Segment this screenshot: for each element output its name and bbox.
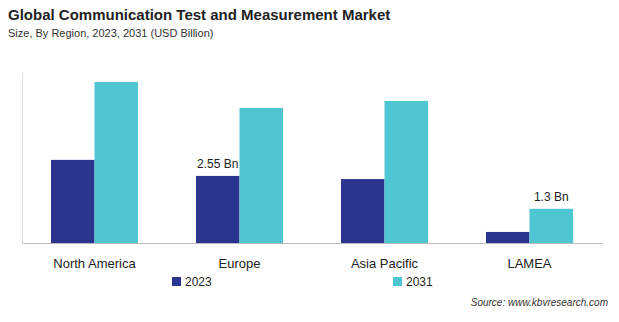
bar bbox=[341, 179, 385, 243]
chart: Global Communication Test and Measuremen… bbox=[0, 0, 619, 322]
bar bbox=[385, 101, 429, 243]
data-label: 1.3 Bn bbox=[534, 190, 569, 204]
y-axis bbox=[22, 73, 23, 244]
legend-swatch bbox=[172, 277, 181, 286]
x-axis-line bbox=[23, 243, 603, 244]
legend-label: 2031 bbox=[406, 275, 433, 289]
x-tick: LAMEA bbox=[507, 256, 551, 271]
y-axis-line bbox=[22, 73, 23, 244]
bar bbox=[95, 82, 139, 243]
bar bbox=[196, 176, 240, 243]
data-label: 2.55 Bn bbox=[197, 157, 238, 171]
x-tick: North America bbox=[53, 256, 136, 271]
subtitle: Size, By Region, 2023, 2031 (USD Billion… bbox=[8, 27, 213, 39]
tick-label: LAMEA bbox=[507, 256, 551, 271]
x-tick: Asia Pacific bbox=[351, 256, 419, 271]
legend-label: 2023 bbox=[185, 275, 212, 289]
tick-label: North America bbox=[53, 256, 136, 271]
bar bbox=[530, 209, 574, 243]
title: Global Communication Test and Measuremen… bbox=[8, 6, 390, 23]
tick-label: Asia Pacific bbox=[351, 256, 419, 271]
bar bbox=[240, 108, 284, 243]
bars bbox=[51, 82, 573, 243]
legend: 2023 2031 bbox=[172, 275, 433, 289]
tick-label: Europe bbox=[219, 256, 261, 271]
bar bbox=[486, 232, 530, 243]
source: Source: www.kbvresearch.com bbox=[471, 297, 608, 308]
bar bbox=[51, 160, 95, 243]
legend-swatch bbox=[393, 277, 402, 286]
x-tick: Europe bbox=[219, 256, 261, 271]
x-axis: North America Europe Asia Pacific LAMEA bbox=[23, 244, 603, 272]
